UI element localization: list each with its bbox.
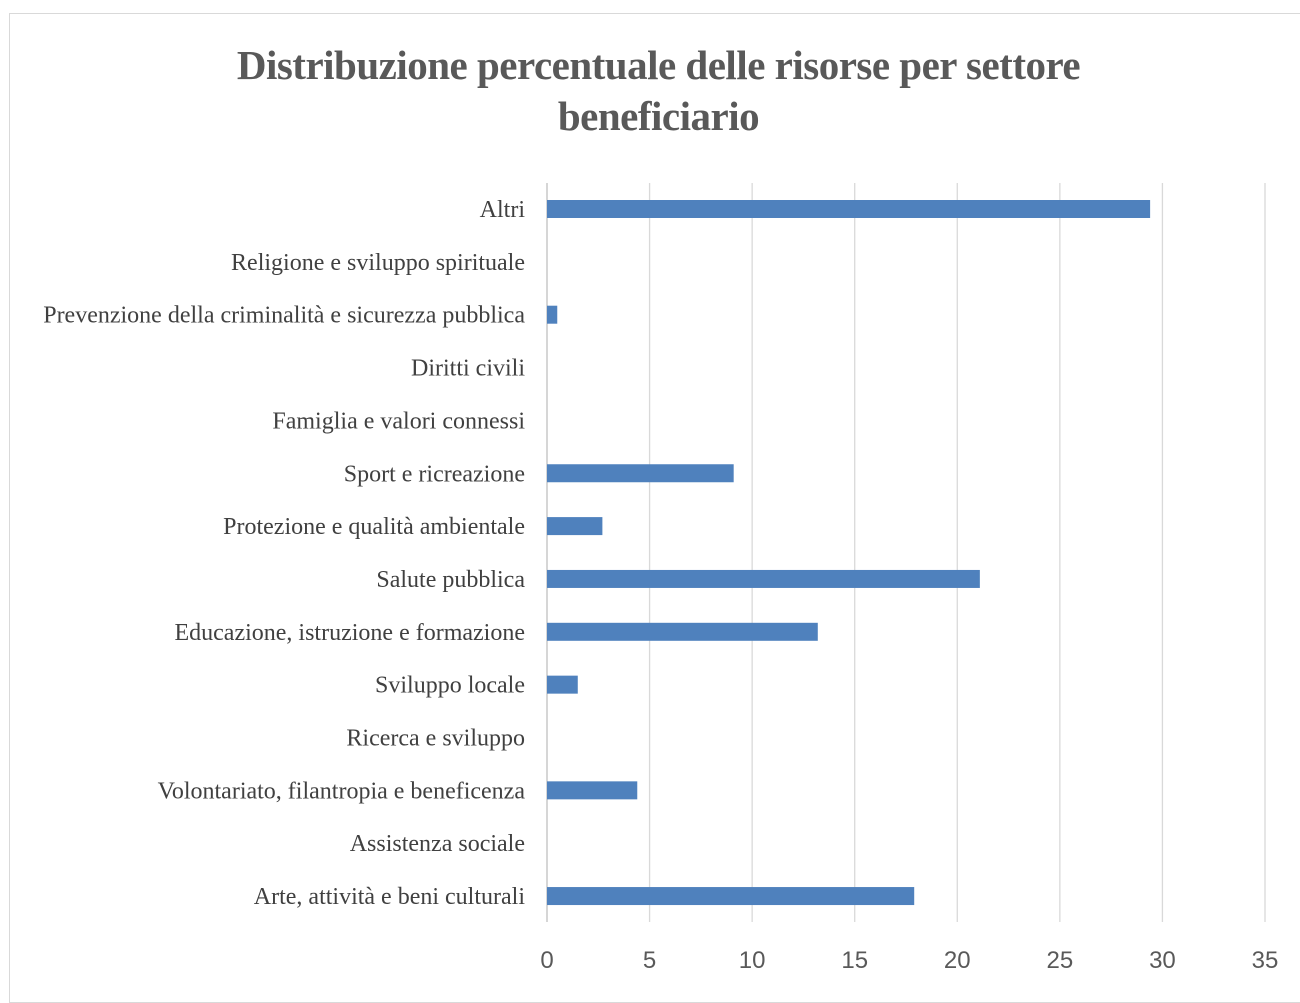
- x-tick-label-20: 20: [944, 947, 971, 974]
- bar: [547, 887, 915, 906]
- bar: [547, 517, 603, 536]
- category-label: Diritti civili: [411, 356, 525, 382]
- category-label: Assistenza sociale: [350, 831, 525, 857]
- chart-frame: [9, 13, 1300, 1003]
- bar: [547, 675, 578, 694]
- category-label: Religione e sviluppo spirituale: [231, 250, 525, 276]
- category-label: Sviluppo locale: [375, 673, 525, 699]
- x-tick-label-10: 10: [739, 947, 766, 974]
- category-label: Salute pubblica: [376, 567, 525, 593]
- bar: [547, 305, 558, 324]
- x-tick-label-25: 25: [1047, 947, 1074, 974]
- category-label: Arte, attività e beni culturali: [254, 884, 526, 910]
- category-label: Protezione e qualità ambientale: [223, 514, 525, 540]
- category-label: Famiglia e valori connessi: [272, 408, 525, 434]
- bar: [547, 622, 818, 641]
- category-label: Prevenzione della criminalità e sicurezz…: [43, 303, 525, 329]
- chart-title: Distribuzione percentuale delle risorse …: [236, 42, 1081, 139]
- bar-layer: [547, 200, 1151, 906]
- category-label: Ricerca e sviluppo: [346, 726, 525, 752]
- bar: [547, 200, 1151, 218]
- x-tick-labels: 0 5 10 15 20 25 30 35: [540, 947, 1278, 974]
- x-tick-label-15: 15: [841, 947, 868, 974]
- category-labels: Altri Religione e sviluppo spirituale Prev…: [43, 197, 525, 910]
- category-label: Altri: [480, 197, 526, 223]
- x-tick-label-30: 30: [1149, 947, 1176, 974]
- x-tick-label-0: 0: [540, 947, 553, 974]
- category-label: Educazione, istruzione e formazione: [174, 620, 525, 646]
- grid-layer: [546, 183, 1266, 922]
- x-tick-label-35: 35: [1252, 947, 1279, 974]
- category-label: Volontariato, filantropia e beneficenza: [158, 778, 526, 804]
- bar: [547, 781, 638, 800]
- category-label: Sport e ricreazione: [344, 461, 525, 487]
- x-tick-label-5: 5: [643, 947, 656, 974]
- bar: [547, 464, 734, 483]
- bar: [547, 569, 980, 588]
